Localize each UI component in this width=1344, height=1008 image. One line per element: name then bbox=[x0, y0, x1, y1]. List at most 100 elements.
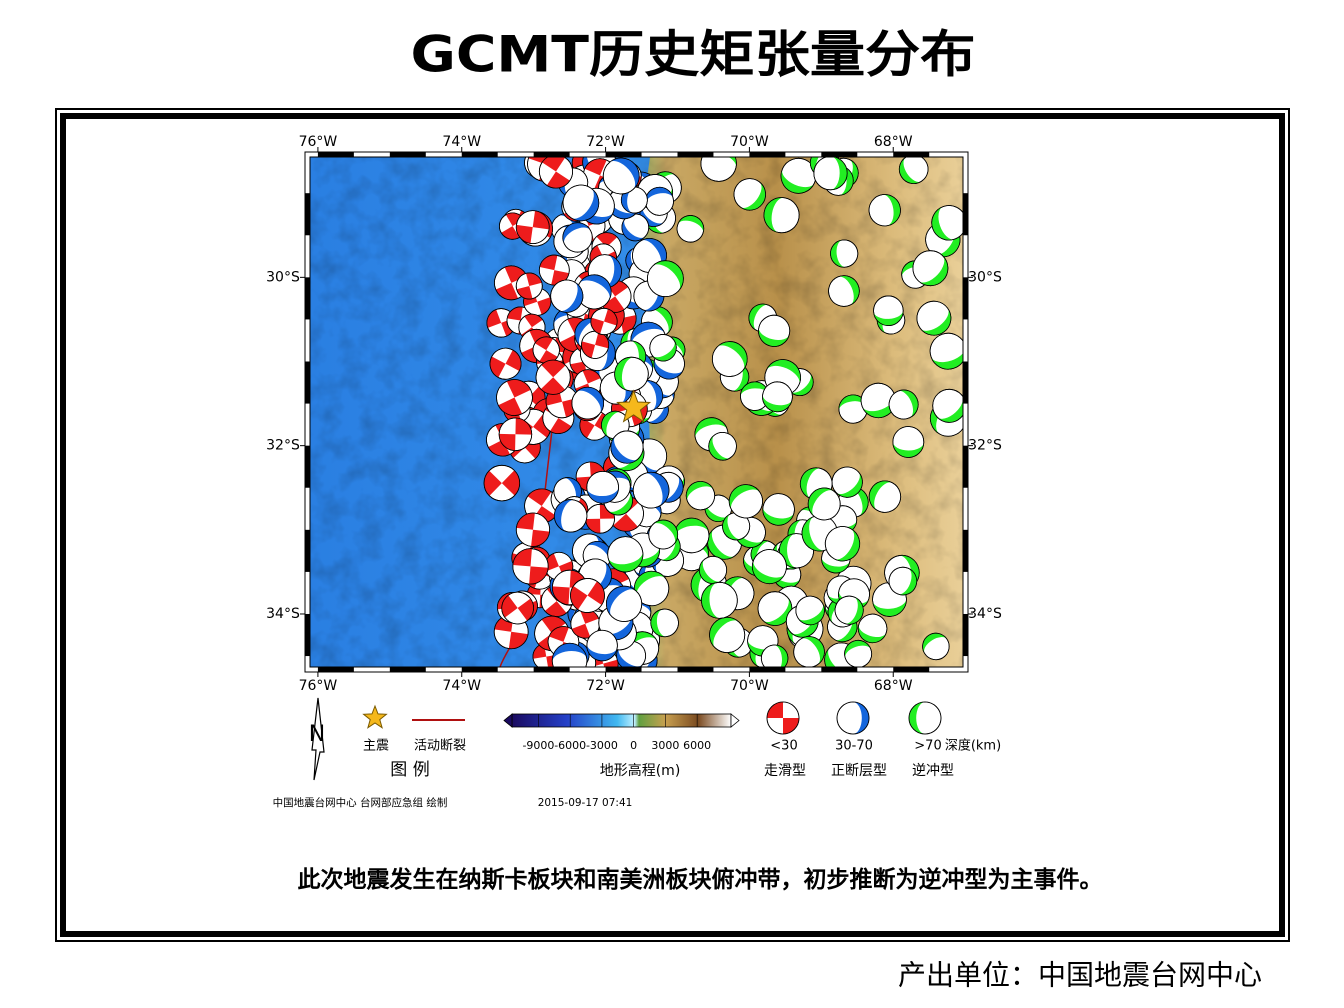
beachball-edge bbox=[831, 466, 863, 498]
beachball bbox=[892, 426, 925, 458]
beachball bbox=[551, 642, 588, 667]
colorbar-tick-label: -6000 bbox=[554, 739, 586, 752]
beachball-edge bbox=[512, 548, 549, 585]
beachball-quadrant bbox=[585, 504, 615, 534]
beachball bbox=[698, 555, 728, 585]
beachball bbox=[733, 178, 766, 211]
caption: 此次地震发生在纳斯卡板块和南美洲板块俯冲带，初步推断为逆冲型为主事件。 bbox=[298, 866, 1103, 893]
y-tick-label: 32°S bbox=[266, 438, 300, 454]
beachball-lens bbox=[674, 518, 709, 538]
beachball-lens bbox=[800, 636, 825, 665]
beachball bbox=[828, 275, 860, 307]
beachball-lens bbox=[835, 472, 863, 498]
beachball-quadrant bbox=[590, 308, 618, 335]
beachball bbox=[676, 215, 705, 243]
beachball bbox=[532, 336, 560, 364]
beachball-lens bbox=[652, 520, 678, 545]
beachball-edge bbox=[501, 591, 534, 625]
beachball bbox=[758, 314, 791, 347]
beachball bbox=[916, 300, 952, 336]
beachball bbox=[498, 417, 533, 452]
beachball-lens bbox=[862, 394, 896, 418]
beachball bbox=[576, 274, 612, 310]
beachball bbox=[586, 470, 619, 504]
depth-unit: 深度(km) bbox=[945, 738, 1001, 754]
beachball-quadrant bbox=[570, 581, 605, 610]
beachball bbox=[562, 222, 593, 253]
beachball bbox=[932, 388, 963, 423]
beachball bbox=[512, 548, 549, 585]
x-tick-label: 74°W bbox=[442, 678, 481, 694]
beachball-lens bbox=[615, 439, 644, 471]
beachball-edge bbox=[553, 499, 588, 533]
beachball bbox=[836, 701, 870, 735]
beachball bbox=[649, 334, 677, 362]
beachball-lens bbox=[766, 359, 801, 385]
beachball-edge bbox=[868, 480, 902, 513]
beachball-quadrant bbox=[516, 210, 550, 244]
beachball-edge bbox=[873, 295, 904, 326]
beachball-edge bbox=[532, 336, 560, 364]
beachball bbox=[610, 430, 644, 464]
beachball bbox=[614, 356, 649, 392]
beachball-edge bbox=[590, 307, 618, 336]
title: GCMT历史矩张量分布 bbox=[411, 26, 976, 84]
beachball-edge bbox=[538, 157, 573, 189]
frame-bar bbox=[533, 152, 570, 157]
beachball-lens bbox=[659, 534, 681, 561]
beachball-edge bbox=[709, 616, 746, 654]
beachball bbox=[607, 536, 644, 573]
beachball bbox=[793, 636, 825, 667]
x-tick-label: 68°W bbox=[874, 134, 913, 150]
beachball-lens bbox=[646, 398, 669, 424]
beachball-lens bbox=[858, 624, 887, 643]
beachball-edge bbox=[763, 197, 800, 234]
beachball-lens bbox=[576, 387, 604, 415]
beachball-lens bbox=[634, 571, 666, 598]
beachball-edge bbox=[834, 595, 864, 625]
mainshock-star bbox=[616, 389, 652, 423]
beachball-lens bbox=[834, 614, 857, 642]
beachball bbox=[763, 197, 800, 234]
beachball-lens bbox=[570, 188, 599, 221]
beachball-lens bbox=[897, 568, 917, 595]
frame-bar bbox=[963, 361, 968, 404]
beachball-lens bbox=[552, 643, 587, 663]
beachball-lens bbox=[686, 481, 714, 502]
beachball-edge bbox=[733, 178, 766, 211]
beachball bbox=[780, 157, 817, 194]
beachball-lens bbox=[601, 613, 633, 640]
beachball-quadrant bbox=[499, 417, 532, 451]
beachball-lens bbox=[661, 336, 685, 359]
beachball-quadrant bbox=[602, 280, 629, 313]
beachball-lens bbox=[918, 255, 948, 286]
beachball-lens bbox=[897, 389, 919, 418]
beachball-quadrant bbox=[490, 349, 522, 378]
beachball-edge bbox=[607, 536, 644, 573]
frame-bar bbox=[605, 667, 642, 672]
beachball-lens bbox=[800, 467, 822, 499]
beachball-lens bbox=[731, 362, 749, 392]
beachball-edge bbox=[916, 300, 952, 336]
beachball bbox=[857, 613, 888, 644]
beachball-lens bbox=[931, 206, 955, 241]
beachball-lens bbox=[708, 434, 731, 461]
beachball bbox=[709, 616, 746, 654]
beachball-edge bbox=[562, 184, 600, 222]
beachball bbox=[538, 157, 573, 189]
beachball bbox=[586, 629, 618, 662]
beachball bbox=[648, 519, 679, 550]
x-tick-label: 70°W bbox=[730, 134, 769, 150]
beachball-edge bbox=[614, 356, 649, 392]
x-tick-label: 74°W bbox=[442, 134, 481, 150]
beachball-lens bbox=[701, 582, 721, 619]
beachball-lens bbox=[616, 647, 643, 667]
credit: 中国地震台网中心 台网部应急组 绘制 bbox=[273, 796, 448, 809]
frame-bar bbox=[893, 152, 930, 157]
beachball-edge bbox=[795, 595, 825, 626]
frame-bar bbox=[389, 152, 426, 157]
beachball-lens bbox=[597, 335, 616, 371]
beachball-lens bbox=[716, 341, 748, 371]
beachball-lens bbox=[838, 165, 854, 196]
legend: N 主震 活动断裂 图 例 地形高程(m) 深度(km) 中国地震台网中心 台网… bbox=[273, 697, 1001, 809]
